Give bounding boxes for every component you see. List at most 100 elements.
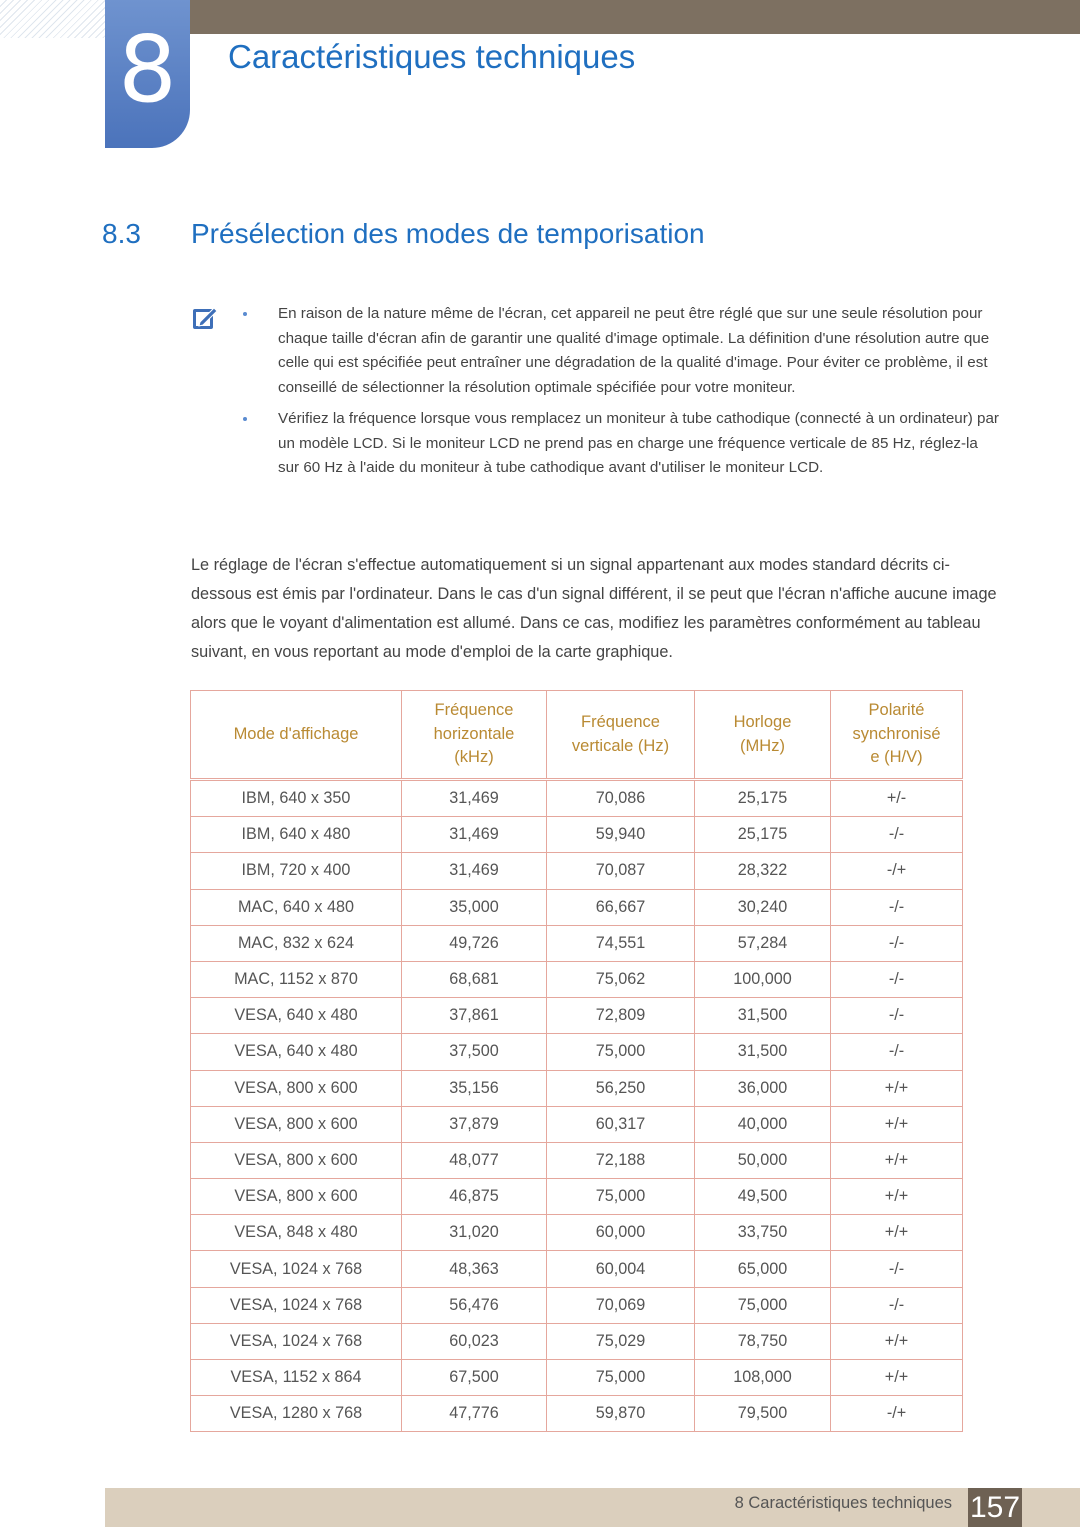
header-line: Polarité: [868, 701, 925, 720]
table-cell: 28,322: [694, 852, 831, 890]
table-cell: 37,500: [401, 1033, 547, 1071]
table-cell: 31,469: [401, 816, 547, 854]
table-row: VESA, 800 x 600 46,875 75,000 49,500 +/+: [190, 1178, 963, 1216]
table-cell: +/-: [830, 778, 963, 818]
table-cell: IBM, 720 x 400: [190, 852, 402, 890]
table-cell: VESA, 640 x 480: [190, 997, 402, 1035]
table-cell: VESA, 1280 x 768: [190, 1395, 402, 1433]
table-cell: 49,500: [694, 1178, 831, 1216]
table-cell: 65,000: [694, 1250, 831, 1288]
table-cell: -/-: [830, 1286, 963, 1324]
table-cell: 36,000: [694, 1069, 831, 1107]
table-row: VESA, 800 x 600 48,077 72,188 50,000 +/+: [190, 1141, 963, 1180]
table-cell: +/+: [830, 1069, 963, 1107]
table-cell: 31,020: [401, 1214, 547, 1252]
table-cell: -/+: [830, 1395, 963, 1433]
table-cell: -/-: [830, 924, 963, 962]
table-cell: 75,000: [694, 1286, 831, 1324]
table-cell: VESA, 800 x 600: [190, 1141, 402, 1180]
table-row: VESA, 1024 x 768 48,363 60,004 65,000 -/-: [190, 1250, 963, 1288]
table-cell: +/+: [830, 1141, 963, 1180]
table-cell: VESA, 800 x 600: [190, 1178, 402, 1216]
chapter-number: 8: [105, 0, 190, 148]
table-row: VESA, 640 x 480 37,500 75,000 31,500 -/-: [190, 1033, 963, 1071]
table-row: VESA, 1280 x 768 47,776 59,870 79,500 -/+: [190, 1395, 963, 1433]
header-line: Mode d'affichage: [233, 724, 359, 743]
table-cell: 75,000: [546, 1178, 695, 1216]
table-cell: VESA, 800 x 600: [190, 1069, 402, 1107]
table-row: MAC, 640 x 480 35,000 66,667 30,240 -/-: [190, 888, 963, 926]
note-text: En raison de la nature même de l'écran, …: [278, 305, 990, 396]
table-row: IBM, 640 x 480 31,469 59,940 25,175 -/-: [190, 816, 963, 854]
table-cell: 46,875: [401, 1178, 547, 1216]
table-cell: 37,861: [401, 997, 547, 1035]
table-cell: 72,809: [546, 997, 695, 1035]
table-cell: 48,363: [401, 1250, 547, 1288]
header-line: synchronisé: [852, 724, 941, 743]
footer-chapter: 8 Caractéristiques techniques: [734, 1494, 952, 1512]
table-cell: -/-: [830, 960, 963, 999]
table-cell: 57,284: [694, 924, 831, 962]
note-item: En raison de la nature même de l'écran, …: [243, 302, 1003, 400]
table-cell: 59,870: [546, 1395, 695, 1433]
table-row: VESA, 1024 x 768 56,476 70,069 75,000 -/-: [190, 1286, 963, 1324]
table-cell: 60,004: [546, 1250, 695, 1288]
footer-bar: [105, 1488, 1080, 1527]
table-cell: 70,087: [546, 852, 695, 890]
table-cell: 56,250: [546, 1069, 695, 1107]
header-line: (kHz): [454, 748, 494, 767]
table-cell: 75,029: [546, 1322, 695, 1361]
table-cell: -/-: [830, 888, 963, 926]
section-number: 8.3: [102, 218, 141, 249]
paragraph: Le réglage de l'écran s'effectue automat…: [191, 556, 997, 661]
timing-table: Mode d'affichage Fréquence horizontale (kHz…: [190, 690, 963, 1433]
header-line: verticale (Hz): [571, 736, 670, 755]
table-cell: 37,879: [401, 1105, 547, 1143]
chapter-title: Caractéristiques techniques: [228, 38, 636, 75]
table-cell: MAC, 1152 x 870: [190, 960, 402, 999]
header-line: (MHz): [740, 736, 785, 755]
table-cell: 66,667: [546, 888, 695, 926]
table-cell: +/+: [830, 1105, 963, 1143]
note-list: En raison de la nature même de l'écran, …: [243, 302, 1003, 488]
table-row: VESA, 800 x 600 35,156 56,250 36,000 +/+: [190, 1069, 963, 1107]
header-cell: Fréquence verticale (Hz): [546, 690, 695, 781]
note-item: Vérifiez la fréquence lorsque vous rempl…: [243, 407, 1003, 481]
table-cell: IBM, 640 x 480: [190, 816, 402, 854]
table-cell: 59,940: [546, 816, 695, 854]
table-cell: VESA, 848 x 480: [190, 1214, 402, 1252]
table-cell: -/-: [830, 1250, 963, 1288]
table-row: VESA, 640 x 480 37,861 72,809 31,500 -/-: [190, 997, 963, 1035]
table-cell: VESA, 1152 x 864: [190, 1358, 402, 1397]
page-number: 157: [968, 1488, 1022, 1527]
table-row: MAC, 1152 x 870 68,681 75,062 100,000 -/-: [190, 960, 963, 999]
table-cell: 30,240: [694, 888, 831, 926]
note-icon: [193, 307, 218, 329]
table-cell: 31,500: [694, 1033, 831, 1071]
section-title: Présélection des modes de temporisation: [191, 218, 705, 249]
table-cell: 78,750: [694, 1322, 831, 1361]
table-cell: MAC, 832 x 624: [190, 924, 402, 962]
header-row: Mode d'affichage Fréquence horizontale (kHz…: [190, 690, 963, 781]
table-cell: MAC, 640 x 480: [190, 888, 402, 926]
table-cell: 33,750: [694, 1214, 831, 1252]
table-cell: 108,000: [694, 1358, 831, 1397]
table-cell: 75,000: [546, 1033, 695, 1071]
bullet: [243, 312, 247, 316]
header-line: e (H/V): [870, 748, 923, 767]
table-cell: VESA, 1024 x 768: [190, 1286, 402, 1324]
table-cell: -/+: [830, 852, 963, 890]
table-cell: 35,156: [401, 1069, 547, 1107]
table-cell: +/+: [830, 1214, 963, 1252]
table-cell: 35,000: [401, 888, 547, 926]
table-cell: 72,188: [546, 1141, 695, 1180]
table-cell: 47,776: [401, 1395, 547, 1433]
header-cell: Horloge (MHz): [694, 690, 831, 781]
table-cell: -/-: [830, 816, 963, 854]
table-row: VESA, 800 x 600 37,879 60,317 40,000 +/+: [190, 1105, 963, 1143]
table-cell: 50,000: [694, 1141, 831, 1180]
table-cell: VESA, 800 x 600: [190, 1105, 402, 1143]
table-cell: 25,175: [694, 778, 831, 818]
